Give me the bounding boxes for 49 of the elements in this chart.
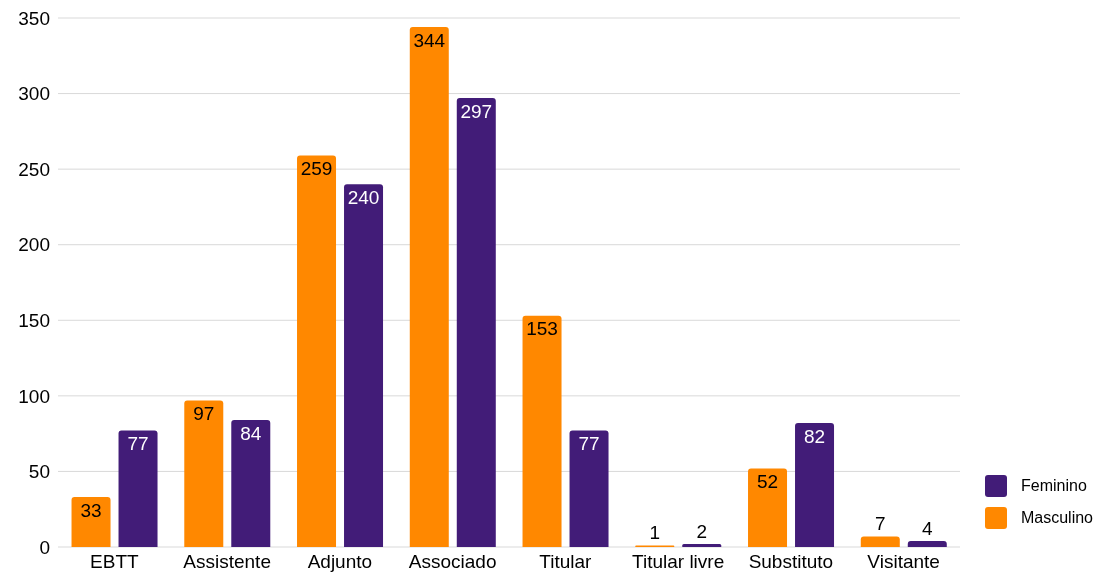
x-tick-label: Adjunto <box>307 551 373 573</box>
data-label: 259 <box>300 158 333 180</box>
data-label: 33 <box>80 499 102 521</box>
bar <box>682 543 722 547</box>
bar <box>184 400 224 547</box>
bar <box>748 468 788 547</box>
data-label: 1 <box>649 522 661 544</box>
data-label: 344 <box>413 29 446 51</box>
data-label: 153 <box>526 318 558 340</box>
data-label: 7 <box>874 513 886 535</box>
y-tick-label: 0 <box>39 536 50 558</box>
bar <box>409 27 449 547</box>
bar <box>297 155 337 547</box>
data-label: 82 <box>803 425 826 447</box>
x-tick-label: Titular livre <box>632 551 725 573</box>
legend-label: Feminino <box>1020 477 1087 495</box>
bar <box>860 536 900 547</box>
data-label: 240 <box>347 186 380 208</box>
bar <box>569 430 609 547</box>
y-tick-label: 150 <box>18 310 50 332</box>
x-tick-label: Substituto <box>748 551 834 573</box>
bar <box>344 184 384 547</box>
x-tick-label: EBTT <box>90 551 140 573</box>
x-tick-label: Associado <box>408 551 497 573</box>
data-label: 4 <box>921 517 933 539</box>
x-tick-label: Visitante <box>867 551 940 573</box>
data-label: 297 <box>460 100 493 122</box>
x-tick-label: Titular <box>539 551 593 573</box>
y-tick-label: 100 <box>18 385 50 407</box>
bar <box>795 423 835 547</box>
y-tick-label: 200 <box>18 234 50 256</box>
y-tick-label: 50 <box>28 461 50 483</box>
data-label: 52 <box>756 471 779 492</box>
data-label: 97 <box>193 402 215 424</box>
x-tick-label: Assistente <box>183 551 271 573</box>
legend-label: Masculino <box>1020 509 1093 527</box>
y-tick-label: 350 <box>18 7 50 29</box>
bar <box>907 540 947 547</box>
y-tick-label: 300 <box>18 83 50 105</box>
bar <box>522 315 562 547</box>
bar <box>456 98 496 547</box>
bar <box>118 430 158 547</box>
bar <box>71 497 111 547</box>
data-label: 84 <box>240 422 262 444</box>
bar <box>231 420 271 547</box>
data-label: 2 <box>696 520 708 542</box>
data-label: 77 <box>127 433 149 455</box>
data-label: 77 <box>578 433 600 455</box>
y-tick-label: 250 <box>18 158 50 180</box>
